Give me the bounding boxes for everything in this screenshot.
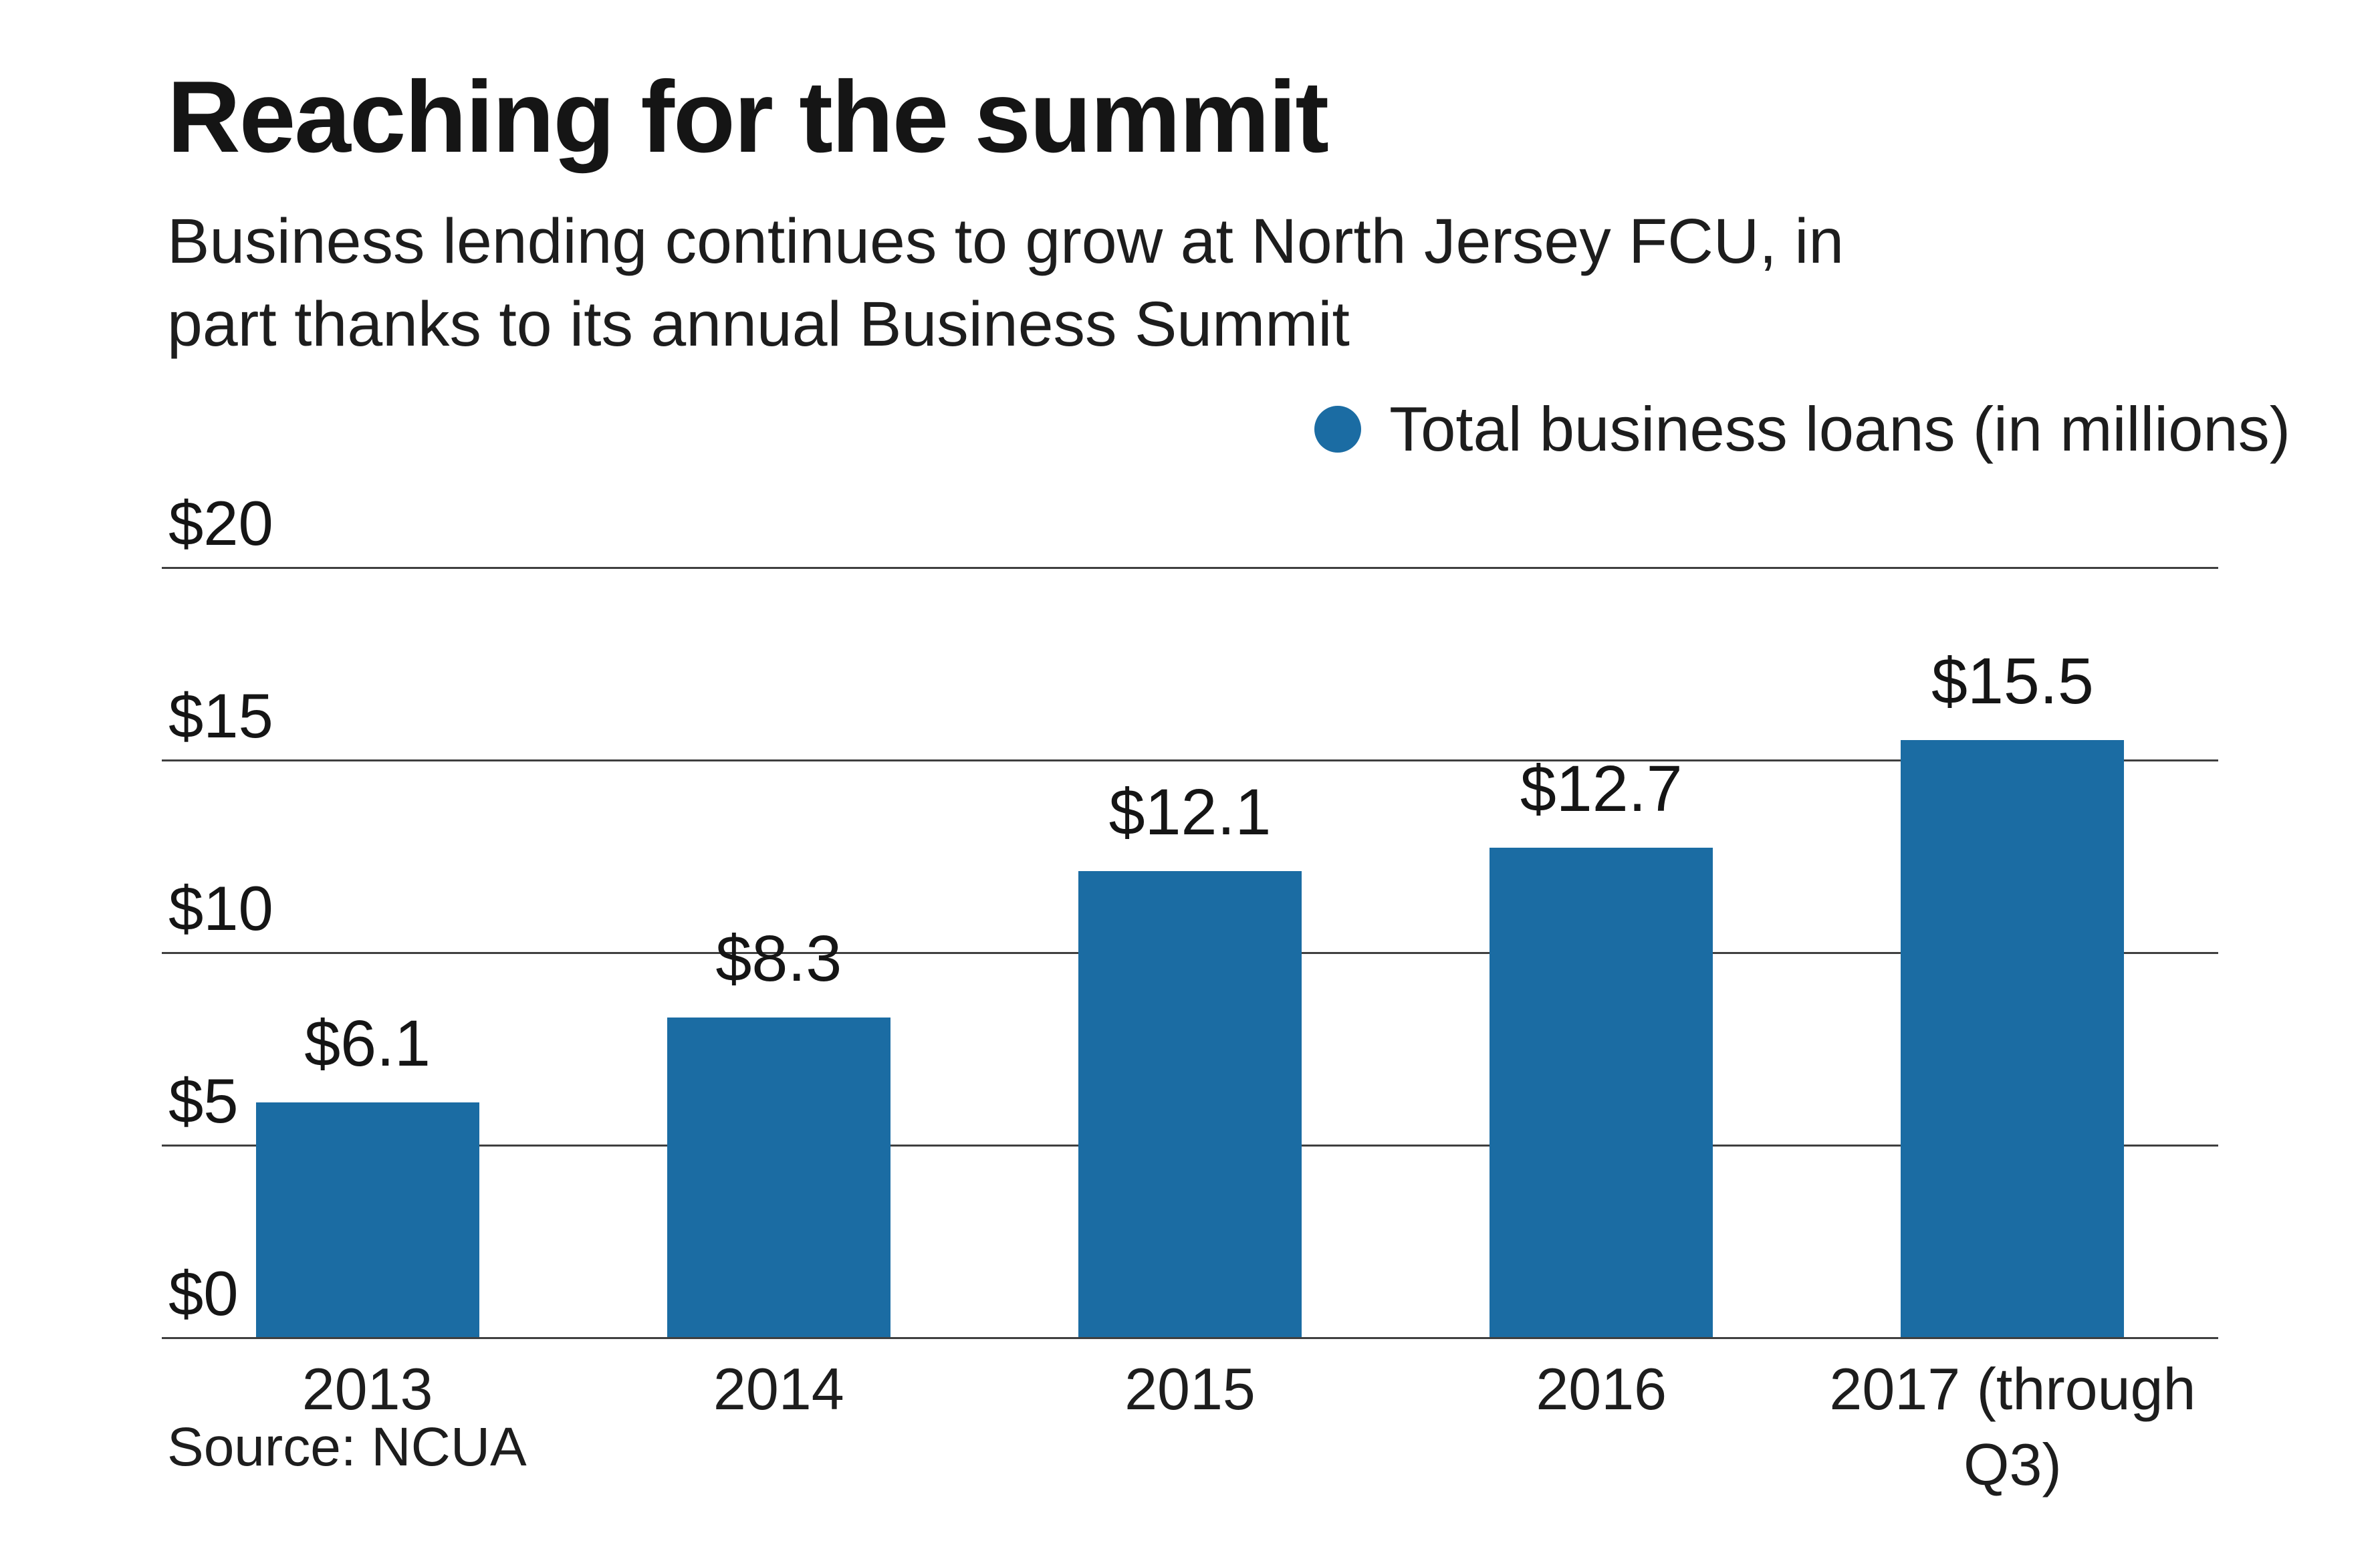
chart-title: Reaching for the summit	[167, 60, 1329, 174]
bar-value-label: $12.7	[1520, 752, 1683, 826]
bar-2015	[1078, 871, 1302, 1337]
bar-slot: $6.1 2013	[162, 567, 573, 1422]
bar-2017-through-q3-	[1901, 740, 2125, 1337]
chart-subtitle: Business lending continues to grow at No…	[167, 206, 1844, 360]
y-axis-tick-label: $5	[168, 1066, 239, 1136]
gridlines: $0 $5 $10 $15 $20	[162, 488, 2218, 1339]
source-note: Source: NCUA	[167, 1417, 527, 1477]
gridline: $15	[162, 681, 2218, 761]
legend-label: Total business loans (in millions)	[1389, 394, 2290, 464]
x-axis-category-label: 2016	[1536, 1356, 1667, 1422]
bar-value-label: $8.3	[715, 921, 842, 995]
bar-slot: $15.5 2017 (through Q3)	[1807, 567, 2218, 1497]
x-axis-category-label: 2017 (through Q3)	[1829, 1356, 2196, 1498]
y-axis-tick-label: $15	[168, 681, 273, 751]
bar-value-label: $12.1	[1108, 776, 1272, 849]
bar-2016	[1490, 848, 1713, 1337]
gridline: $20	[162, 488, 2218, 569]
bar-value-label: $15.5	[1931, 644, 2094, 718]
bar-slot: $8.3 2014	[573, 567, 984, 1422]
gridline: $0	[162, 1258, 2218, 1339]
x-axis-category-label: 2015	[1124, 1356, 1256, 1422]
y-axis-tick-label: $10	[168, 873, 273, 943]
x-axis-category-label: 2013	[302, 1356, 433, 1422]
bar-2013	[255, 1102, 479, 1337]
bar-value-label: $6.1	[304, 1006, 431, 1080]
bars: $6.1 2013 $8.3 2014 $12.1 2015 $12.7 2016 $15.5 2…	[162, 567, 2218, 1498]
bar-slot: $12.7 2016	[1396, 567, 1807, 1422]
legend: Total business loans (in millions)	[1314, 393, 2290, 465]
bar-slot: $12.1 2015	[984, 567, 1395, 1422]
y-axis-tick-label: $20	[168, 488, 273, 558]
y-axis-tick-label: $0	[168, 1258, 239, 1328]
bar-2014	[667, 1017, 890, 1337]
x-axis-category-label: 2014	[713, 1356, 844, 1422]
legend-marker-icon	[1314, 406, 1362, 453]
plot-area: $0 $5 $10 $15 $20 $6.1 2013 $8.3 2014 $12.1 2015 $…	[162, 488, 2218, 1498]
